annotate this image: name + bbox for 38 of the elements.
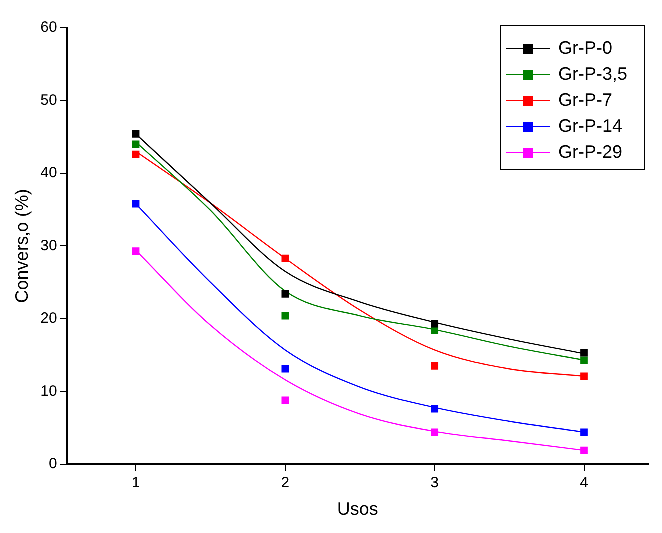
- x-tick-label: 2: [281, 474, 290, 492]
- x-tick-label: 3: [430, 474, 440, 492]
- point: [580, 356, 588, 364]
- y-tick-label: 60: [40, 19, 58, 36]
- legend-label: Gr-P-29: [558, 142, 623, 162]
- y-tick-label: 50: [40, 92, 58, 109]
- point: [132, 130, 140, 138]
- y-axis-title: Convers‚o (%): [12, 189, 32, 304]
- point: [282, 312, 290, 320]
- point: [580, 428, 588, 436]
- point: [132, 248, 140, 255]
- x-axis-title: Usos: [337, 499, 378, 520]
- point: [580, 372, 588, 380]
- x-tick-label: 4: [580, 474, 588, 492]
- point: [282, 290, 290, 298]
- point: [132, 200, 140, 208]
- legend-label: Gr-P-0: [558, 38, 612, 58]
- point: [431, 320, 439, 328]
- y-tick-label: 30: [40, 237, 58, 254]
- point: [132, 150, 140, 158]
- y-tick-label: 40: [40, 164, 58, 182]
- point: [431, 362, 439, 370]
- point: [431, 326, 439, 334]
- y-tick-label: 0: [48, 456, 58, 473]
- point: [132, 140, 140, 148]
- point: [282, 365, 290, 373]
- y-tick-label: 20: [40, 310, 58, 328]
- point: [282, 254, 290, 262]
- y-tick-label: 10: [40, 382, 58, 400]
- point: [580, 446, 588, 454]
- point: [431, 405, 439, 413]
- point: [580, 349, 588, 357]
- legend-label: Gr-P-7: [558, 90, 612, 110]
- legend-label: Gr-P-14: [558, 116, 623, 136]
- point: [431, 428, 439, 436]
- point: [282, 396, 290, 404]
- x-tick-label: 1: [132, 474, 140, 492]
- legend-label: Gr-P-3,5: [558, 64, 628, 84]
